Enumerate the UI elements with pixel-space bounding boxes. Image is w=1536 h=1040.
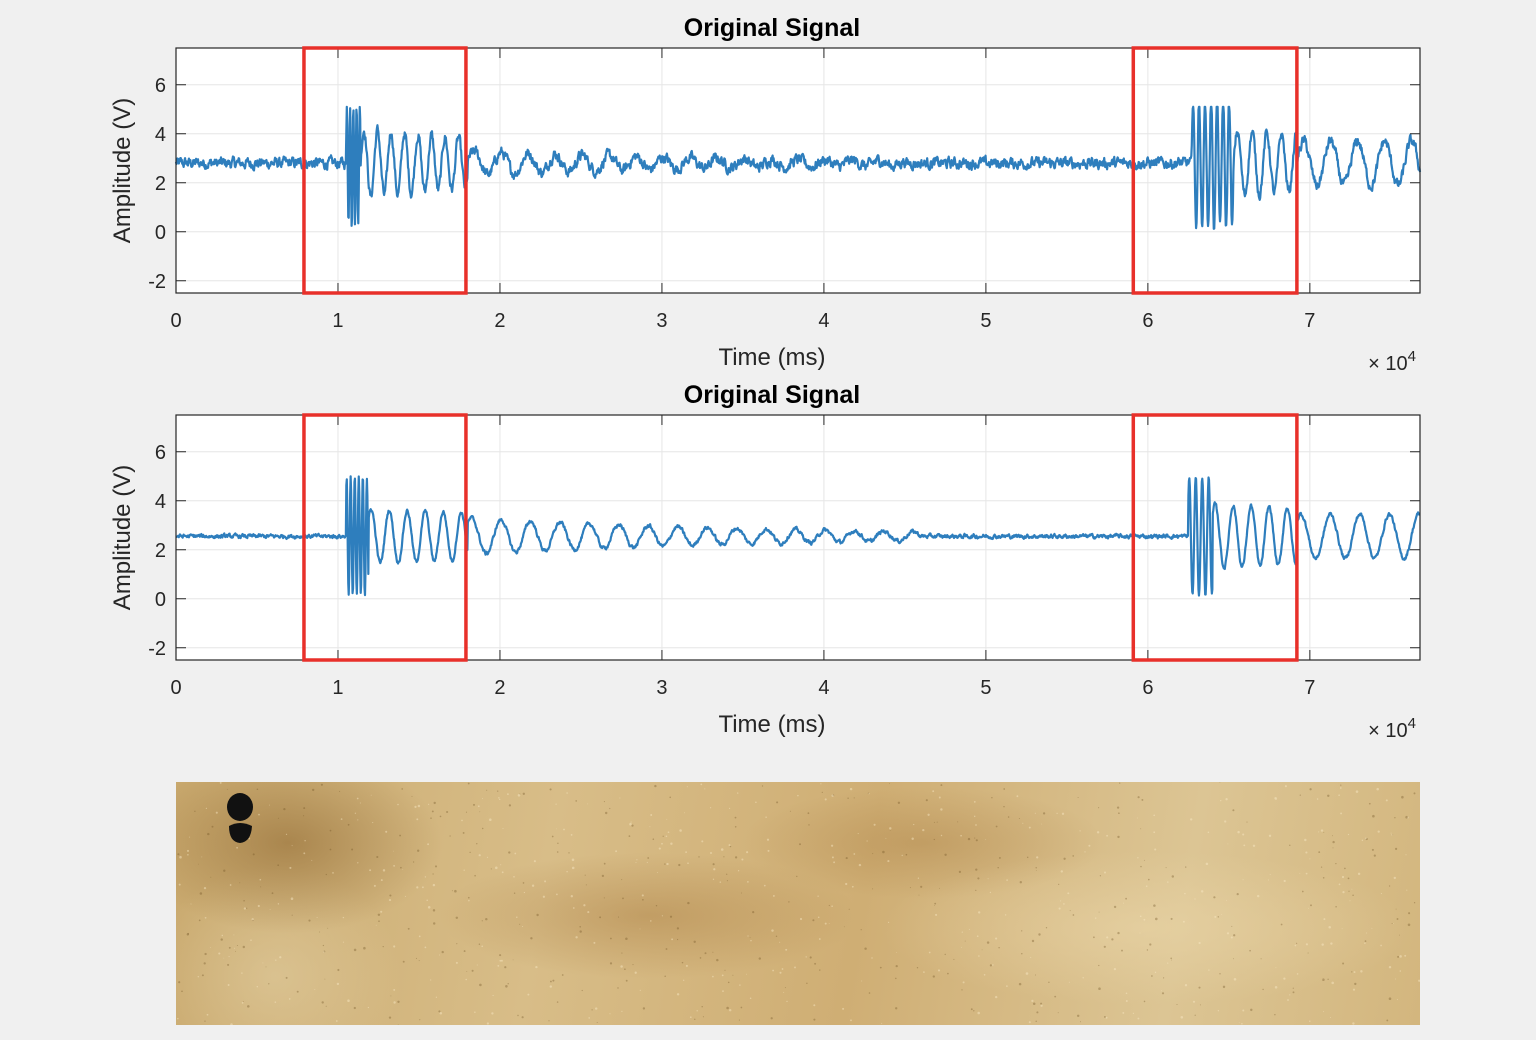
signal-series bbox=[174, 105, 1422, 230]
x-axis-label: Time (ms) bbox=[718, 711, 825, 738]
x-tick-label: 6 bbox=[1142, 310, 1153, 332]
highlight-box bbox=[302, 46, 468, 295]
y-tick-label: 2 bbox=[155, 173, 166, 195]
x-tick-label: 4 bbox=[818, 310, 829, 332]
y-tick-label: 6 bbox=[155, 442, 166, 464]
highlight-box bbox=[302, 413, 468, 662]
x-tick-label: 6 bbox=[1142, 677, 1153, 699]
y-tick-label: -2 bbox=[148, 638, 166, 660]
x-tick-label: 3 bbox=[656, 310, 667, 332]
x-tick-label: 3 bbox=[656, 677, 667, 699]
highlight-box bbox=[1131, 413, 1299, 662]
x-tick-label: 7 bbox=[1304, 677, 1315, 699]
x-tick-label: 4 bbox=[818, 677, 829, 699]
x-tick-label: 0 bbox=[170, 310, 181, 332]
x-tick-label: 5 bbox=[980, 310, 991, 332]
x-tick-label: 7 bbox=[1304, 310, 1315, 332]
x-axis-label: Time (ms) bbox=[718, 344, 825, 371]
y-tick-label: 0 bbox=[155, 589, 166, 611]
y-tick-label: 6 bbox=[155, 75, 166, 97]
x-tick-label: 1 bbox=[332, 677, 343, 699]
y-axis-label: Amplitude (V) bbox=[109, 98, 136, 243]
axes-box bbox=[175, 414, 1421, 661]
floor-texture bbox=[177, 782, 1420, 1025]
y-tick-label: -2 bbox=[148, 271, 166, 293]
chart-title: Original Signal bbox=[684, 14, 860, 42]
x-tick-label: 5 bbox=[980, 677, 991, 699]
y-tick-label: 0 bbox=[155, 222, 166, 244]
highlight-box bbox=[1131, 46, 1299, 295]
x-tick-label: 2 bbox=[494, 310, 505, 332]
chart-title: Original Signal bbox=[684, 381, 860, 409]
x-tick-label: 0 bbox=[170, 677, 181, 699]
y-tick-label: 4 bbox=[155, 124, 166, 146]
signal-series bbox=[175, 475, 1421, 597]
footprint-icon bbox=[227, 793, 253, 843]
y-axis-label: Amplitude (V) bbox=[109, 465, 136, 610]
y-tick-label: 2 bbox=[155, 540, 166, 562]
x-tick-label: 1 bbox=[332, 310, 343, 332]
y-tick-label: 4 bbox=[155, 491, 166, 513]
x-exponent-label: × 104 bbox=[1368, 348, 1416, 375]
x-tick-label: 2 bbox=[494, 677, 505, 699]
axes-box bbox=[175, 47, 1421, 294]
floor-panel bbox=[176, 782, 1420, 1025]
x-exponent-label: × 104 bbox=[1368, 715, 1416, 742]
